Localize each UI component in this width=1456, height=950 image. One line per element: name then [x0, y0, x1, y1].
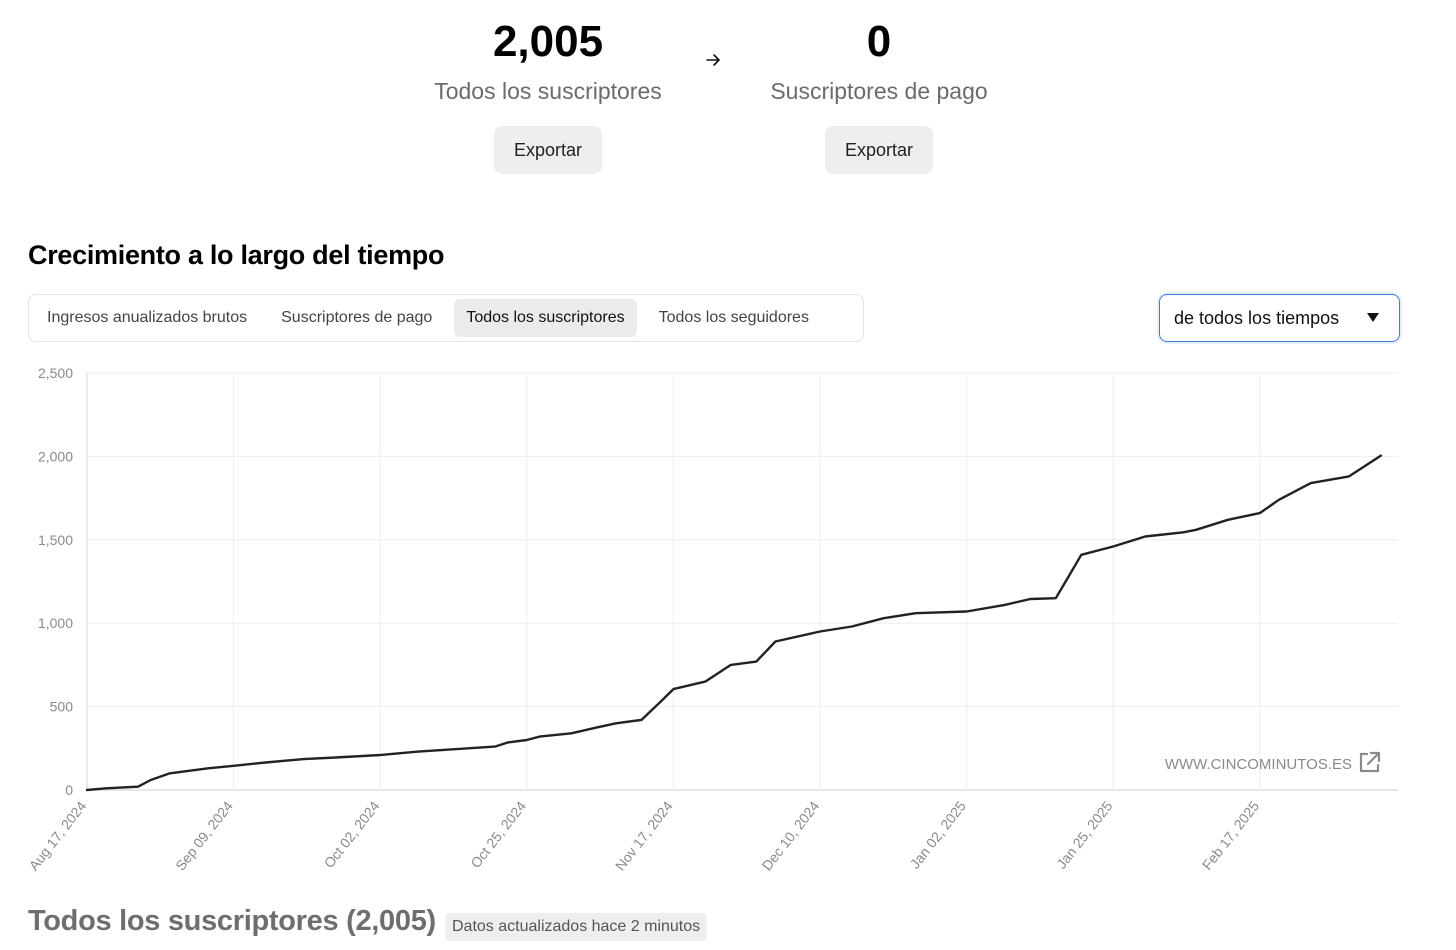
all-subscribers-label: Todos los suscriptores: [434, 78, 662, 104]
tab-all-followers[interactable]: Todos los seguidores: [658, 309, 809, 326]
export-paid-button[interactable]: Exportar: [824, 126, 934, 174]
x-tick-label: Sep 09, 2024: [172, 798, 236, 874]
updated-badge: Datos actualizados hace 2 minutos: [445, 913, 708, 941]
stat-paid-subscribers: 0 Suscriptores de pago Exportar: [729, 16, 1029, 174]
x-tick-label: Oct 25, 2024: [467, 798, 529, 871]
watermark-text: WWW.CINCOMINUTOS.ES: [1165, 756, 1352, 773]
paid-subscribers-label: Suscriptores de pago: [770, 78, 988, 104]
x-tick-label: Aug 17, 2024: [25, 798, 89, 874]
subscribers-list-title: Todos los suscriptores (2,005): [28, 905, 436, 937]
y-tick-label: 2,500: [38, 365, 73, 381]
y-tick-label: 1,000: [38, 615, 73, 631]
x-tick-label: Oct 02, 2024: [321, 798, 383, 871]
export-all-button[interactable]: Exportar: [493, 126, 603, 174]
x-tick-label: Jan 02, 2025: [907, 798, 970, 872]
x-tick-label: Dec 10, 2024: [758, 798, 822, 874]
external-link-icon[interactable]: [1359, 751, 1381, 773]
paid-subscribers-count: 0: [866, 17, 892, 66]
all-subscribers-count: 2,005: [492, 17, 604, 66]
arrow-right-icon: [706, 54, 720, 66]
time-range-select[interactable]: de todos los tiempos: [1159, 294, 1400, 342]
tab-paid-subscribers[interactable]: Suscriptores de pago: [281, 309, 433, 326]
time-range-value: de todos los tiempos: [1174, 307, 1340, 328]
tab-all-subscribers[interactable]: Todos los suscriptores: [454, 299, 637, 337]
growth-chart: 2,500 2,000 1,500 1,000 500 0 Aug 17, 2024 Sep…: [25, 365, 1398, 874]
section-title: Crecimiento a lo largo del tiempo: [28, 240, 445, 270]
metric-tabs: Ingresos anualizados brutos Suscriptores…: [28, 294, 864, 342]
x-tick-label: Feb 17, 2025: [1199, 798, 1263, 873]
y-tick-label: 1,500: [38, 532, 73, 548]
x-tick-label: Jan 25, 2025: [1053, 798, 1116, 872]
tab-gross-annualized-revenue[interactable]: Ingresos anualizados brutos: [47, 309, 248, 326]
subscribers-list-label: Todos los suscriptores: [28, 905, 339, 937]
caret-down-icon: [1367, 313, 1379, 322]
y-tick-label: 500: [50, 699, 74, 715]
x-tick-label: Nov 17, 2024: [612, 798, 676, 874]
y-tick-label: 2,000: [38, 448, 73, 464]
chart-series-line: [85, 454, 1383, 792]
y-tick-label: 0: [65, 782, 73, 798]
subscribers-list-count: 2,005: [355, 905, 427, 937]
stat-all-subscribers: 2,005 Todos los suscriptores Exportar: [398, 16, 698, 174]
